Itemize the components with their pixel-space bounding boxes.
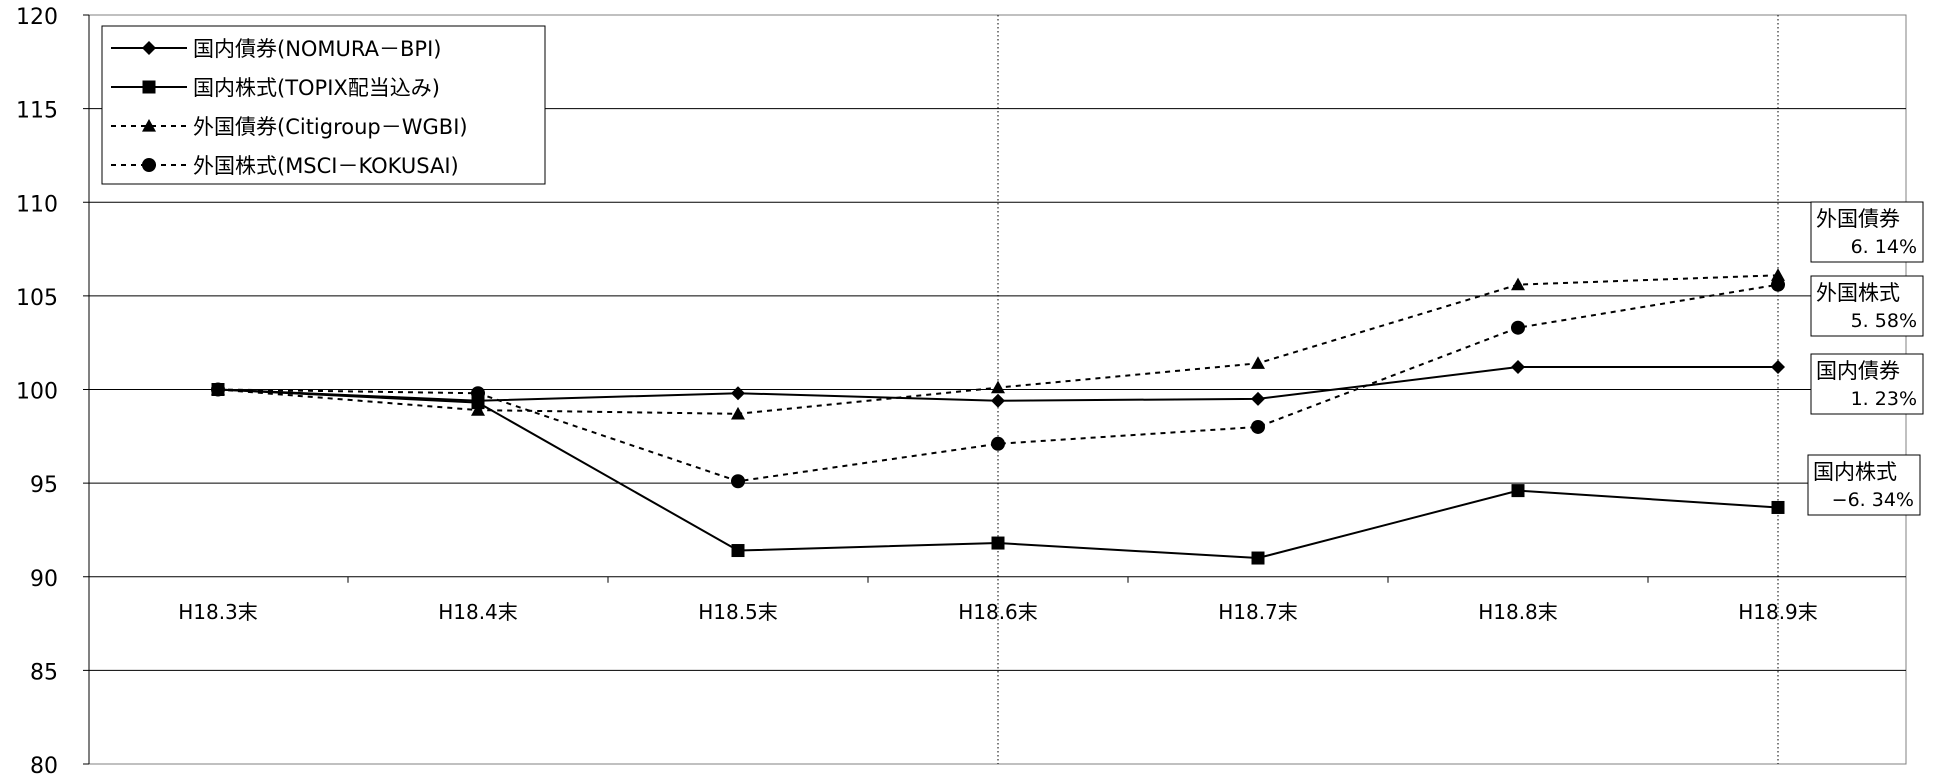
end-label-box: 国内債券 1. 23% [1810, 353, 1924, 415]
end-label-value: 6. 14% [1851, 236, 1917, 258]
data-point-square [991, 536, 1005, 550]
y-tick-label: 120 [16, 5, 58, 30]
end-label-title: 国内債券 [1816, 359, 1900, 383]
legend-label: 国内債券(NOMURA－BPI) [193, 37, 441, 61]
y-tick-label: 100 [16, 380, 58, 405]
y-tick-label: 85 [30, 660, 58, 685]
data-point-circle [1771, 277, 1785, 292]
y-tick-label: 90 [30, 567, 58, 592]
x-tick-label: H18.7末 [1218, 600, 1298, 624]
data-point-triangle [991, 380, 1005, 394]
series-line [217, 388, 1779, 560]
end-label-value: 1. 23% [1851, 388, 1917, 410]
data-point-diamond [1771, 360, 1785, 375]
x-tick-label: H18.3末 [178, 600, 258, 624]
data-point-circle [991, 436, 1005, 451]
data-point-square [1251, 551, 1265, 565]
data-point-circle [1251, 419, 1265, 434]
data-point-triangle [1511, 277, 1525, 291]
data-point-triangle [1771, 268, 1785, 281]
x-tick-label: H18.9末 [1738, 600, 1818, 624]
x-tick-label: H18.6末 [958, 600, 1038, 624]
end-label-box: 国内株式 −6. 34% [1807, 454, 1921, 516]
y-tick-label: 105 [16, 286, 58, 311]
legend-box [101, 25, 546, 185]
legend-label: 外国債券(Citigroup－WGBI) [193, 115, 468, 139]
data-point-diamond [991, 393, 1005, 408]
data-point-square [731, 544, 745, 558]
y-tick-label: 110 [16, 192, 58, 217]
series-3 [211, 277, 1785, 489]
end-label-box: 外国株式 5. 58% [1810, 275, 1924, 337]
end-label-title: 外国債券 [1816, 207, 1900, 231]
end-label-frame [1810, 353, 1924, 415]
data-point-triangle [471, 403, 485, 416]
data-point-diamond [1251, 391, 1265, 406]
end-label-value: 5. 58% [1851, 310, 1917, 332]
end-label-frame [1810, 201, 1924, 263]
series-1 [211, 383, 1785, 565]
end-label-title: 外国株式 [1816, 281, 1900, 305]
data-point-diamond [1511, 360, 1525, 375]
end-label-value: −6. 34% [1832, 489, 1914, 511]
end-label-frame [1807, 454, 1921, 516]
x-tick-label: H18.5末 [698, 600, 778, 624]
end-labels: 外国債券 6. 14% 外国株式 5. 58% 国内債券 1. 23% 国内株式 −6. 34… [1807, 201, 1924, 516]
grid-layer [88, 14, 1907, 765]
legend-marker-triangle [142, 119, 156, 132]
data-point-square [1511, 484, 1525, 498]
x-tick-label: H18.4末 [438, 600, 518, 624]
data-point-triangle [1251, 356, 1265, 369]
end-label-title: 国内株式 [1813, 460, 1897, 484]
series-layer [211, 268, 1785, 565]
y-tick-label: 115 [16, 99, 58, 124]
legend-marker-diamond [142, 41, 156, 55]
data-point-diamond [731, 386, 745, 401]
end-label-frame [1810, 275, 1924, 337]
end-label-box: 外国債券 6. 14% [1810, 201, 1924, 263]
y-tick-label: 80 [30, 754, 58, 776]
data-point-triangle [731, 406, 745, 420]
legend: 国内債券(NOMURA－BPI) 国内株式(TOPIX配当込み) 外国債券(Citi… [101, 25, 546, 185]
data-point-circle [731, 474, 745, 489]
data-point-circle [1511, 320, 1525, 335]
data-point-circle [211, 382, 225, 397]
x-axis: H18.3末 H18.4末 H18.5末 H18.6末 H18.7末 H18.8末 H18.… [178, 576, 1818, 624]
data-point-circle [471, 386, 485, 401]
legend-label: 国内株式(TOPIX配当込み) [193, 76, 440, 100]
x-tick-label: H18.8末 [1478, 600, 1558, 624]
y-tick-label: 95 [30, 473, 58, 498]
legend-marker-square [142, 80, 156, 94]
y-axis: 120 115 110 105 100 95 90 85 80 [16, 5, 90, 779]
legend-marker-circle [142, 158, 156, 172]
data-point-square [1771, 500, 1785, 514]
legend-label: 外国株式(MSCI－KOKUSAI) [193, 154, 459, 178]
